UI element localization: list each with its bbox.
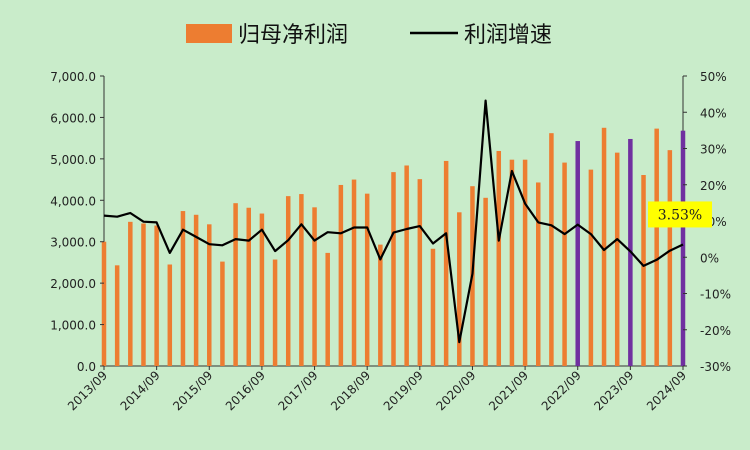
bar-2015/09 <box>207 224 212 366</box>
bar-2018/09 <box>364 193 370 366</box>
bar-2018/12 <box>378 244 383 366</box>
bar-series <box>101 127 686 367</box>
right-tick-label: -10% <box>700 288 731 302</box>
right-tick-label: -30% <box>700 360 731 374</box>
right-tick-label: -20% <box>700 324 731 338</box>
bar-2024/03 <box>654 128 659 366</box>
legend: 归母净利润 利润增速 <box>186 23 552 48</box>
bar-2023/06 <box>614 152 620 366</box>
bar-2014/09 <box>154 225 159 366</box>
bar-2021/09 <box>522 159 528 366</box>
bar-2013/09 <box>101 241 107 366</box>
left-tick-label: 7,000.0 <box>50 70 96 84</box>
bar-2015/12 <box>220 261 225 366</box>
left-tick-label: 0.0 <box>77 360 96 374</box>
bar-2021/03 <box>496 150 502 366</box>
bar-2020/12 <box>483 197 488 366</box>
bar-2013/12 <box>114 265 120 366</box>
bar-2023/12 <box>641 175 646 366</box>
bar-2017/03 <box>285 196 291 366</box>
right-tick-label: 20% <box>700 179 727 193</box>
bar-2016/03 <box>233 203 238 366</box>
bar-2019/03 <box>391 172 396 366</box>
bar-2014/06 <box>141 223 146 366</box>
legend-bar-swatch <box>186 24 232 43</box>
bar-2015/03 <box>180 211 186 366</box>
left-tick-label: 4,000.0 <box>50 194 96 208</box>
legend-line-label: 利润增速 <box>464 23 552 48</box>
bar-2014/03 <box>128 221 133 366</box>
bar-2016/06 <box>246 207 251 366</box>
left-tick-label: 6,000.0 <box>50 111 96 125</box>
bar-2014/12 <box>167 264 173 366</box>
bar-2019/12 <box>430 248 436 366</box>
callout-box <box>648 201 712 228</box>
right-tick-label: 30% <box>700 143 727 157</box>
callout-label: 3.53% <box>658 207 702 223</box>
left-tick-label: 1,000.0 <box>50 319 96 333</box>
right-tick-label: 40% <box>700 106 727 120</box>
bar-2022/12 <box>588 169 594 366</box>
bar-2024/09 <box>680 130 686 366</box>
line-series <box>103 99 684 344</box>
right-tick-label: 50% <box>700 70 727 84</box>
bar-2022/06 <box>562 162 567 366</box>
bar-2022/03 <box>549 133 554 366</box>
legend-bar-label: 归母净利润 <box>238 23 348 48</box>
bar-2021/06 <box>509 159 515 366</box>
bar-2015/06 <box>193 214 199 366</box>
right-tick-label: 0% <box>700 251 719 265</box>
bar-2017/06 <box>299 194 304 366</box>
bar-2020/06 <box>457 212 462 366</box>
left-tick-label: 3,000.0 <box>50 236 96 250</box>
bar-2016/12 <box>272 259 278 366</box>
bar-2023/03 <box>601 127 607 367</box>
left-tick-label: 2,000.0 <box>50 277 96 291</box>
growth-line <box>103 99 684 344</box>
bar-2024/06 <box>667 150 673 366</box>
bar-2020/03 <box>443 160 449 366</box>
bar-2018/03 <box>338 184 344 366</box>
bar-2017/09 <box>312 207 317 366</box>
callout: 3.53% <box>648 201 712 228</box>
bar-2019/09 <box>417 179 423 366</box>
bar-2019/06 <box>404 165 409 366</box>
bar-2016/09 <box>259 213 265 366</box>
bar-2022/09 <box>575 141 580 366</box>
left-tick-label: 5,000.0 <box>50 153 96 167</box>
bar-2018/06 <box>351 179 357 366</box>
bar-2017/12 <box>325 252 330 366</box>
bar-2021/12 <box>536 182 541 366</box>
